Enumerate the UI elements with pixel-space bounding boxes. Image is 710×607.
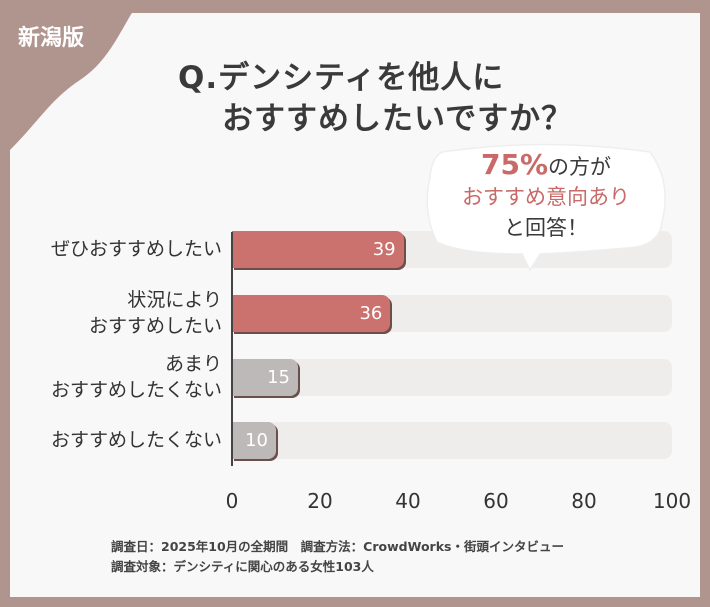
callout-line3: と回答！ [504,216,588,240]
bar-track [232,422,672,459]
callout-line2: おすすめ意向あり [462,185,630,209]
x-tick-label: 20 [307,489,333,513]
category-label: おすすめしたくない [50,429,222,451]
survey-note-2: 調査対象：デンシティに関心のある女性103人 [111,559,374,574]
x-tick-label: 0 [225,489,239,513]
speech-bubble [426,143,666,272]
question-title-line1: Q.デンシティを他人に [178,60,505,96]
category-label: あまり おすすめしたくない [50,353,222,401]
data-label: 10 [245,430,268,451]
bar-track [232,359,672,396]
x-tick-label: 40 [395,489,421,513]
x-tick-label: 80 [571,489,597,513]
question-title-line2: おすすめしたいですか？ [222,101,574,137]
data-label: 15 [267,367,290,388]
x-tick-label: 60 [483,489,509,513]
bar [232,295,391,332]
bar [232,359,298,396]
region-badge: 新潟版 [18,26,85,51]
x-tick-label: 100 [652,489,692,513]
category-label: 状況により おすすめしたい [88,289,222,337]
survey-note-1: 調査日：2025年10月の全期間 調査方法：CrowdWorks・街頭インタビュ… [111,539,564,554]
corner-decoration [0,0,140,155]
callout-line1: 75%の方が [480,148,612,181]
category-label: ぜひおすすめしたい [50,238,222,260]
bar [232,422,276,459]
y-axis-line [231,232,233,466]
data-label: 39 [372,239,396,260]
bar [232,231,404,268]
data-label: 36 [359,303,383,324]
